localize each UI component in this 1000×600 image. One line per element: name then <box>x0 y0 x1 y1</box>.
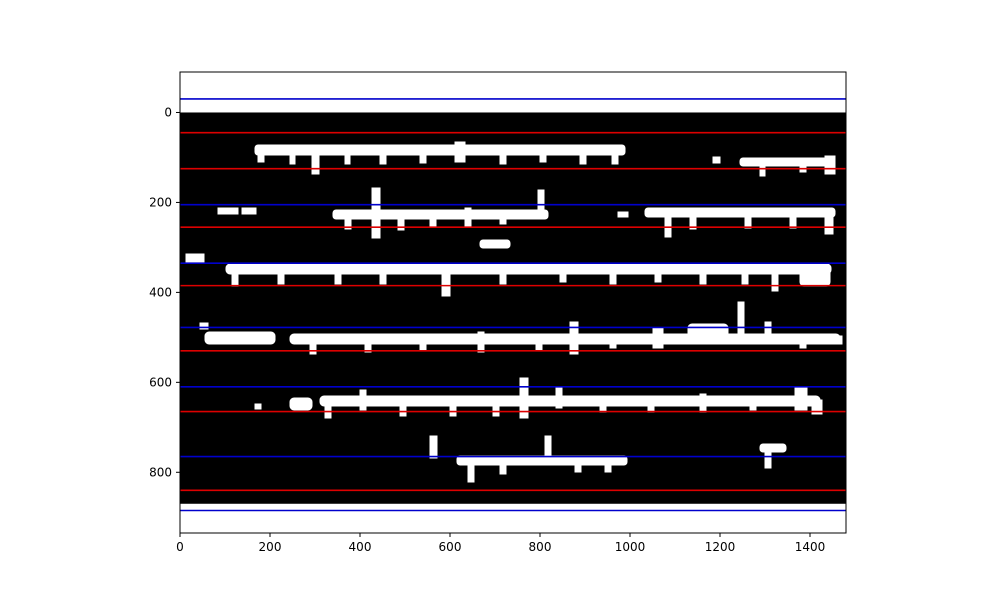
x-axis: 0 200 400 600 800 1000 1200 1400 <box>176 533 825 554</box>
x-tick-label: 1200 <box>705 540 736 554</box>
x-tick-label: 800 <box>529 540 552 554</box>
axes-frame <box>179 71 847 534</box>
text-line-3 <box>185 239 832 297</box>
y-tick-label: 0 <box>164 105 172 119</box>
y-tick-label: 600 <box>149 375 172 389</box>
manuscript-text-ink <box>185 141 843 483</box>
y-axis: 0 200 400 600 800 <box>149 105 180 479</box>
x-tick-label: 0 <box>176 540 184 554</box>
manuscript-image <box>180 112 846 504</box>
text-line-5 <box>254 377 823 419</box>
text-line-6 <box>429 435 787 483</box>
blue-lines <box>180 98 846 512</box>
text-line-4 <box>199 301 843 355</box>
red-lines <box>180 131 846 492</box>
x-tick-label: 400 <box>349 540 372 554</box>
x-tick-label: 1000 <box>615 540 646 554</box>
text-line-2 <box>217 187 836 239</box>
y-tick-label: 800 <box>149 465 172 479</box>
text-line-1 <box>254 141 836 177</box>
y-tick-label: 400 <box>149 285 172 299</box>
x-tick-label: 600 <box>439 540 462 554</box>
y-tick-label: 200 <box>149 195 172 209</box>
x-tick-label: 1400 <box>795 540 826 554</box>
x-tick-label: 200 <box>259 540 282 554</box>
